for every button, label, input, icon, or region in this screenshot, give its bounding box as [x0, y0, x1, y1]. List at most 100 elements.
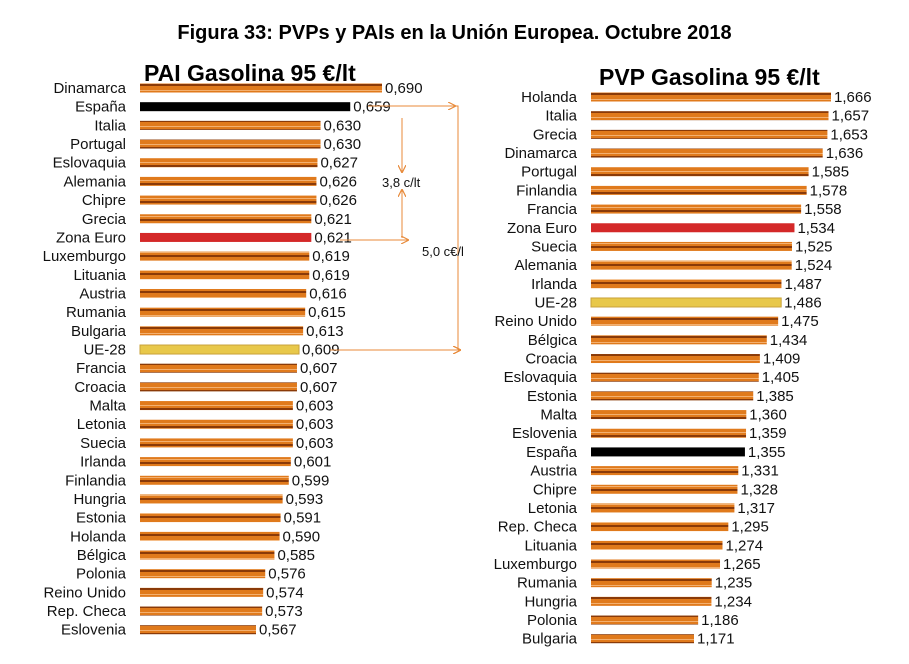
- pvp-value-ue-28: 1,486: [784, 294, 822, 311]
- pai-value-eslovenia: 0,567: [259, 622, 297, 639]
- pvp-bar-ue-28: [590, 297, 782, 308]
- pvp-bar-austria: [591, 466, 739, 476]
- pai-category-francia: Francia: [76, 360, 127, 377]
- pvp-bar-estonia: [591, 391, 754, 401]
- pai-value-polonia: 0,576: [268, 566, 306, 583]
- pvp-category-letonia: Letonia: [528, 500, 578, 517]
- pai-bar-austria: [140, 288, 307, 298]
- pvp-category-alemania: Alemania: [514, 257, 577, 274]
- pvp-value-luxemburgo: 1,265: [723, 556, 761, 573]
- pai-category-estonia: Estonia: [76, 510, 127, 527]
- pai-bar-ue-28: [139, 344, 300, 355]
- pai-bar-dinamarca: [140, 83, 382, 93]
- pai-value-letonia: 0,603: [296, 416, 334, 433]
- pvp-bar-hungria: [591, 596, 712, 606]
- pvp-value-espana: 1,355: [748, 444, 786, 461]
- pai-bar-lituania: [140, 270, 310, 280]
- pvp-value-croacia: 1,409: [763, 351, 801, 368]
- pvp-bar-finlandia: [591, 185, 807, 195]
- pai-bar-eslovaquia: [140, 158, 318, 168]
- pai-value-rep-checa: 0,573: [265, 603, 303, 620]
- pai-category-finlandia: Finlandia: [65, 472, 127, 489]
- pvp-category-suecia: Suecia: [531, 238, 578, 255]
- pai-value-finlandia: 0,599: [292, 472, 330, 489]
- pvp-category-polonia: Polonia: [527, 612, 578, 629]
- pvp-value-suecia: 1,525: [795, 238, 833, 255]
- pai-category-croacia: Croacia: [74, 379, 126, 396]
- pai-subtitle: PAI Gasolina 95 €/lt: [144, 60, 356, 86]
- pvp-category-reino-unido: Reino Unido: [494, 313, 577, 330]
- pvp-category-espana: España: [526, 444, 578, 461]
- pai-category-dinamarca: Dinamarca: [53, 80, 126, 97]
- pai-value-reino-unido: 0,574: [266, 584, 304, 601]
- pvp-bar-irlanda: [591, 279, 782, 289]
- pvp-bar-rumania: [591, 578, 712, 588]
- pvp-subtitle: PVP Gasolina 95 €/lt: [599, 64, 820, 90]
- pai-bar-suecia: [140, 438, 293, 448]
- pvp-bar-letonia: [591, 503, 735, 513]
- pai-value-eslovaquia: 0,627: [320, 155, 358, 172]
- pai-category-belgica: Bélgica: [77, 547, 127, 564]
- pai-value-francia: 0,607: [300, 360, 338, 377]
- pai-bar-francia: [140, 363, 297, 373]
- pvp-value-portugal: 1,585: [812, 164, 850, 181]
- figure-title: Figura 33: PVPs y PAIs en la Unión Europ…: [177, 22, 732, 44]
- pai-bar-reino-unido: [140, 587, 264, 597]
- pvp-bar-lituania: [591, 540, 723, 550]
- pvp-value-hungria: 1,234: [714, 593, 752, 610]
- annotation-line-spain: [368, 105, 460, 350]
- pvp-category-chipre: Chipre: [533, 481, 577, 498]
- pai-bar-alemania: [140, 176, 317, 186]
- pvp-bar-portugal: [591, 167, 809, 177]
- pai-bar-irlanda: [140, 457, 291, 467]
- pai-category-rep-checa: Rep. Checa: [47, 603, 127, 620]
- pai-category-suecia: Suecia: [80, 435, 127, 452]
- pai-value-grecia: 0,621: [314, 211, 352, 228]
- pvp-category-eslovenia: Eslovenia: [512, 425, 578, 442]
- pvp-value-eslovaquia: 1,405: [762, 369, 800, 386]
- pvp-category-lituania: Lituania: [524, 537, 577, 554]
- pai-category-polonia: Polonia: [76, 566, 127, 583]
- pai-bar-estonia: [140, 513, 281, 523]
- pai-category-hungria: Hungria: [73, 491, 126, 508]
- pvp-bar-grecia: [591, 129, 828, 139]
- pai-category-lituania: Lituania: [73, 267, 126, 284]
- pai-value-austria: 0,616: [309, 285, 347, 302]
- pai-value-bulgaria: 0,613: [306, 323, 344, 340]
- pai-value-belgica: 0,585: [277, 547, 315, 564]
- pvp-bar-espana: [591, 447, 745, 457]
- pvp-bar-suecia: [591, 241, 792, 251]
- pvp-category-austria: Austria: [530, 463, 577, 480]
- pvp-category-rumania: Rumania: [517, 575, 578, 592]
- pvp-bar-polonia: [591, 615, 699, 625]
- pai-category-ue-28: UE-28: [83, 342, 126, 359]
- pvp-bar-chipre: [591, 484, 738, 494]
- pvp-value-polonia: 1,186: [701, 612, 739, 629]
- pai-category-chipre: Chipre: [82, 192, 126, 209]
- pai-category-luxemburgo: Luxemburgo: [43, 248, 126, 265]
- pai-category-holanda: Holanda: [70, 528, 127, 545]
- pvp-value-malta: 1,360: [749, 407, 787, 424]
- pai-value-alemania: 0,626: [319, 173, 357, 190]
- pai-value-italia: 0,630: [324, 117, 362, 134]
- pai-value-suecia: 0,603: [296, 435, 334, 452]
- pai-bar-grecia: [140, 214, 312, 224]
- pai-category-italia: Italia: [94, 117, 126, 134]
- pvp-value-dinamarca: 1,636: [826, 145, 864, 162]
- pvp-category-italia: Italia: [545, 108, 577, 125]
- pvp-bar-belgica: [591, 335, 767, 345]
- pai-value-chipre: 0,626: [319, 192, 357, 209]
- pvp-value-reino-unido: 1,475: [781, 313, 819, 330]
- pvp-value-alemania: 1,524: [795, 257, 833, 274]
- pvp-category-finlandia: Finlandia: [516, 182, 578, 199]
- pai-category-letonia: Letonia: [77, 416, 127, 433]
- pvp-chart: PVP Gasolina 95 €/lt Holanda 1,666 Italia 1,…: [494, 64, 872, 648]
- pvp-category-belgica: Bélgica: [528, 332, 578, 349]
- pvp-category-croacia: Croacia: [525, 351, 577, 368]
- pvp-bar-luxemburgo: [591, 559, 721, 569]
- pvp-category-zona-euro: Zona Euro: [507, 220, 577, 237]
- pai-bar-zona-euro: [140, 232, 312, 242]
- pai-chart: PAI Gasolina 95 €/lt Dinamarca 0,690 España…: [43, 60, 423, 639]
- pvp-category-ue-28: UE-28: [534, 294, 577, 311]
- pai-bar-belgica: [140, 550, 275, 560]
